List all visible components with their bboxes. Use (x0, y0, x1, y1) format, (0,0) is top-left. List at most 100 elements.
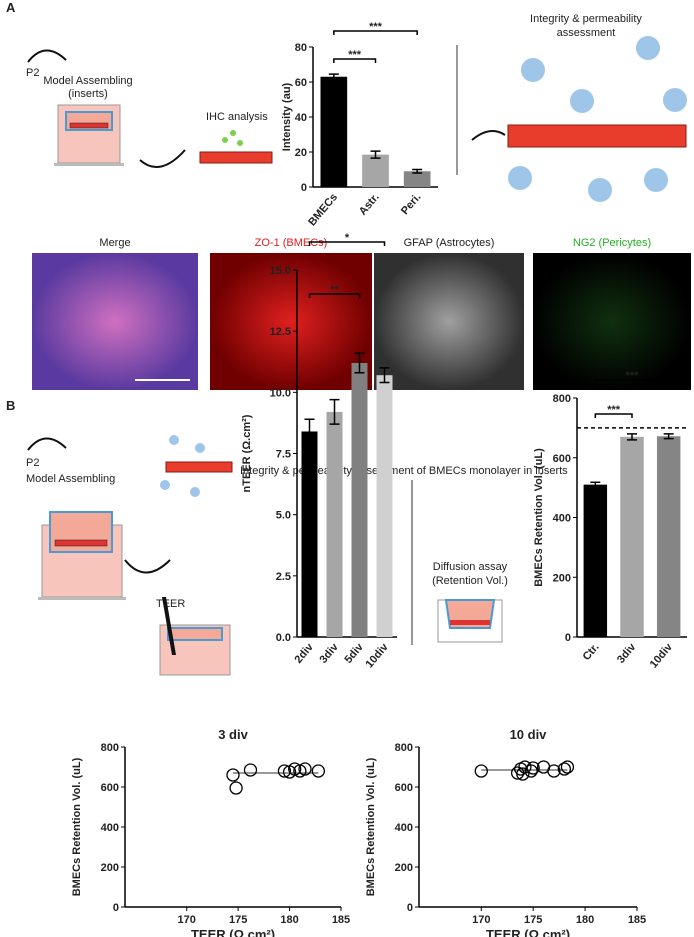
y-tick-label: 60 (295, 77, 307, 89)
y-axis-label: BMECs Retention Vol. (uL) (533, 448, 545, 587)
y-axis-label: nTEER (Ω.cm²) (241, 414, 253, 492)
y-axis-label: BMECs Retention Vol. (uL) (365, 757, 377, 896)
x-tick-label: 5div (342, 641, 366, 666)
point (277, 764, 292, 778)
diagram-label: Model Assembling (43, 75, 132, 87)
insert-well (38, 511, 126, 600)
point (474, 764, 488, 778)
error-bar (379, 367, 390, 384)
x-tick-label: 170 (472, 914, 490, 926)
error-bar (304, 418, 315, 445)
bar (376, 375, 393, 637)
x-tick-label: 185 (332, 914, 350, 926)
point (560, 760, 575, 774)
x-tick-label: BMECs (306, 191, 340, 228)
x-tick-label: 185 (628, 914, 646, 926)
x-tick-label: Ctr. (581, 641, 602, 663)
arrow (139, 149, 186, 169)
diagram-label: Integrity & permeability (530, 13, 642, 25)
significance: ** (330, 284, 339, 296)
arrow (124, 559, 171, 574)
x-tick-label: 180 (576, 914, 594, 926)
x-tick-label: 175 (524, 914, 542, 926)
bar (326, 411, 343, 637)
error-bar (590, 481, 601, 488)
significance: *** (369, 21, 383, 33)
p2: P2 (26, 457, 39, 469)
point (547, 764, 561, 778)
significance-bracket (594, 413, 633, 418)
point (311, 764, 326, 778)
x-axis-label: TEER (Ω.cm²) (486, 927, 570, 937)
diagram-label: assessment (557, 27, 616, 39)
micrograph (210, 253, 372, 390)
y-axis-label: Intensity (au) (281, 82, 293, 151)
error-bar (329, 398, 340, 425)
insert-well (54, 104, 124, 166)
y-tick-label: 600 (395, 782, 413, 794)
bar (656, 436, 681, 637)
y-tick-label: 200 (395, 862, 413, 874)
y-tick-label: 600 (553, 453, 571, 465)
point (243, 763, 258, 777)
y-tick-label: 20 (295, 147, 307, 159)
x-tick-label: 175 (229, 914, 247, 926)
bar (583, 484, 608, 637)
y-tick-label: 800 (395, 742, 413, 754)
diagram-label: TEER (156, 598, 185, 610)
point (526, 761, 540, 775)
y-tick-label: 400 (395, 822, 413, 834)
diagram-label: IHC analysis (206, 111, 268, 123)
x-tick-label: 180 (280, 914, 298, 926)
image-label: GFAP (Astrocytes) (404, 237, 495, 249)
point (516, 767, 530, 781)
y-tick-label: 0 (113, 902, 119, 914)
micrograph (533, 253, 691, 390)
micrograph (374, 253, 524, 390)
point (229, 781, 243, 795)
significance: *** (607, 404, 621, 416)
y-tick-label: 40 (295, 112, 307, 124)
significance-bracket (333, 30, 418, 35)
point (226, 768, 240, 782)
error-bar (627, 433, 637, 441)
arrow (27, 437, 67, 451)
p2: P2 (26, 67, 39, 79)
x-tick-label: 3div (317, 641, 341, 666)
significance: * (345, 232, 350, 244)
diagram-label: (Retention Vol.) (432, 575, 508, 587)
diagram-label: Diffusion assay (433, 561, 508, 573)
image-label: Merge (99, 237, 130, 249)
significance-bracket (594, 379, 670, 384)
significance-bracket (308, 241, 386, 246)
bar (301, 431, 318, 637)
permeability-diagram (471, 36, 687, 202)
y-tick-label: 0 (407, 902, 413, 914)
error-bar (663, 433, 674, 440)
y-tick-label: 2.5 (276, 571, 291, 583)
chart-title: 3 div (218, 727, 248, 742)
image-label: ZO-1 (BMECs) (255, 237, 328, 249)
x-tick-label: Astr. (357, 191, 382, 217)
panel-label: A (6, 0, 16, 15)
y-tick-label: 80 (295, 42, 307, 54)
bar (620, 436, 644, 637)
significance: *** (626, 370, 640, 382)
arrow (27, 49, 67, 63)
x-tick-label: 10div (364, 641, 392, 671)
x-tick-label: 170 (178, 914, 196, 926)
y-tick-label: 400 (553, 513, 571, 525)
y-tick-label: 7.5 (276, 449, 291, 461)
x-axis-label: TEER (Ω.cm²) (191, 927, 275, 937)
y-tick-label: 15.0 (270, 265, 291, 277)
point (298, 762, 312, 776)
point (557, 762, 571, 776)
point (524, 764, 538, 778)
y-tick-label: 12.5 (270, 326, 291, 338)
y-tick-label: 5.0 (276, 510, 291, 522)
diagram-label: Model Assembling (26, 473, 115, 485)
diagram-label: (inserts) (68, 88, 108, 100)
error-bar (370, 150, 381, 159)
significance: *** (348, 49, 362, 61)
